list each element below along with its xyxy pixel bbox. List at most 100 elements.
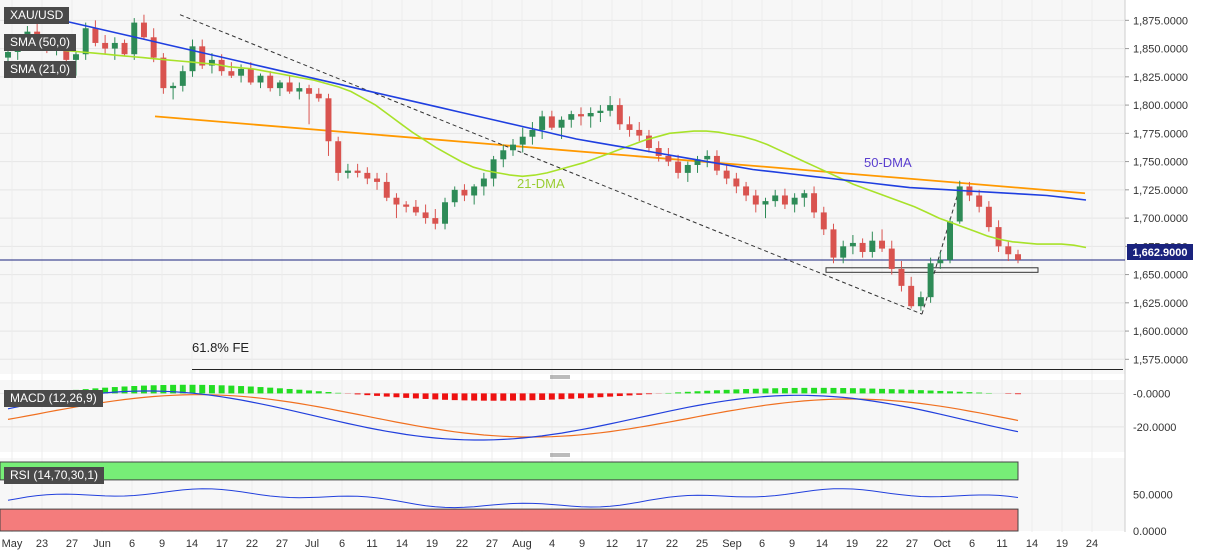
candle-body	[927, 263, 934, 298]
candle-body	[840, 246, 847, 258]
macd-histogram-bar	[189, 384, 196, 394]
candle-body	[500, 150, 507, 160]
date-axis: May 23 27 Jun 6 9 14 17 22 27 Jul 6 11 14 19 22 27 Aug 4 9 1…	[2, 538, 1099, 550]
candle-body	[325, 98, 332, 142]
rsi-line	[7, 488, 1019, 509]
macd-histogram-bar	[471, 393, 478, 401]
macd-histogram-bar	[335, 392, 342, 394]
macd-histogram-bar	[403, 393, 410, 398]
macd-histogram-bar	[781, 388, 788, 394]
date-tick-label: 9	[159, 538, 165, 550]
fib-annotation: 61.8% FE	[192, 340, 249, 355]
candle-body	[645, 135, 652, 149]
candle-body	[869, 240, 876, 252]
date-tick-label: 14	[396, 538, 408, 550]
macd-histogram-bar	[626, 393, 633, 396]
date-tick-label: May	[2, 538, 23, 550]
sma50-line	[7, 8, 1087, 201]
candle-body	[490, 159, 497, 179]
macd-histogram-bar	[597, 393, 604, 398]
panel-resize-handle[interactable]	[550, 375, 570, 379]
candle-body	[471, 186, 478, 196]
candle-body	[442, 202, 449, 224]
candle-body	[568, 114, 575, 120]
panel-resize-handle[interactable]	[550, 453, 570, 457]
macd-histogram-bar	[1015, 393, 1021, 395]
candle-body	[63, 42, 70, 60]
date-tick-label: 6	[759, 538, 765, 550]
candle-body	[849, 242, 856, 247]
date-tick-label: 17	[636, 538, 648, 550]
candle-body	[733, 178, 740, 187]
macd-histogram-bar	[451, 393, 458, 401]
macd-histogram-bar	[607, 393, 614, 397]
macd-histogram-bar	[879, 388, 886, 394]
candle-body	[539, 116, 546, 130]
candle-body	[811, 193, 818, 213]
legend-rsi[interactable]: RSI (14,70,30,1)	[4, 467, 105, 484]
candle-body	[587, 112, 594, 117]
rsi-overbought-band	[0, 461, 1019, 481]
macd-histogram-bar	[247, 386, 254, 394]
legend-macd[interactable]: MACD (12,26,9)	[4, 390, 103, 407]
macd-histogram-bar	[111, 387, 118, 394]
candle-body	[781, 195, 788, 205]
falling-wedge-support	[179, 14, 923, 315]
candle-body	[917, 297, 924, 307]
price-tick-label: 1,775.0000	[1133, 128, 1188, 140]
macd-histogram-bar	[500, 393, 507, 401]
legend-symbol[interactable]: XAU/USD	[4, 7, 70, 24]
candle-body	[704, 155, 711, 160]
macd-histogram-bar	[238, 386, 245, 394]
macd-histogram-bar	[548, 393, 555, 400]
candle-body	[160, 57, 167, 89]
moving-averages	[7, 8, 1087, 249]
candle-body	[199, 46, 206, 66]
candle-body	[82, 28, 89, 55]
candle-body	[888, 248, 895, 269]
candle-body	[675, 161, 682, 173]
date-tick-label: 6	[969, 538, 975, 550]
candle-body	[908, 285, 915, 307]
date-tick-label: 22	[666, 538, 678, 550]
price-tick-label: 1,600.0000	[1133, 326, 1188, 338]
candle-body	[510, 144, 516, 151]
macd-histogram-bar	[102, 387, 109, 394]
candle-body	[257, 75, 264, 83]
candle-body	[607, 105, 614, 111]
candle-body	[189, 46, 196, 72]
legend-sma21[interactable]: SMA (21,0)	[4, 61, 77, 78]
candle-body	[131, 22, 138, 55]
price-tick-label: 1,575.0000	[1133, 354, 1188, 366]
date-tick-label: 19	[426, 538, 438, 550]
macd-histogram-bar	[160, 385, 167, 394]
sma21-annotation: 21-DMA	[517, 176, 565, 191]
macd-histogram-bar	[820, 387, 827, 394]
macd-histogram-bar	[743, 389, 750, 394]
candle-body	[121, 42, 128, 55]
date-tick-label: 9	[789, 538, 795, 550]
candle-body	[412, 206, 419, 213]
price-tick-label: 1,725.0000	[1133, 185, 1188, 197]
candle-body	[597, 110, 604, 113]
candle-body	[684, 164, 691, 173]
candle-body	[752, 195, 759, 205]
candle-body	[519, 136, 526, 145]
macd-histogram-bar	[811, 387, 818, 394]
candle-body	[335, 141, 342, 173]
date-tick-label: 27	[66, 538, 78, 550]
candle-body	[636, 129, 643, 136]
macd-histogram-bar	[539, 393, 546, 400]
macd-histogram-bar	[791, 387, 798, 394]
macd-histogram-bar	[276, 388, 283, 394]
candle-body	[72, 54, 79, 60]
candle-body	[626, 124, 633, 130]
candle-body	[102, 42, 109, 49]
date-tick-label: 14	[816, 538, 828, 550]
candle-body	[529, 129, 536, 137]
macd-tick-label: -20.0000	[1133, 422, 1176, 434]
legend-sma50[interactable]: SMA (50,0)	[4, 34, 77, 51]
candle-body	[247, 68, 254, 83]
price-tick-label: 1,700.0000	[1133, 213, 1188, 225]
